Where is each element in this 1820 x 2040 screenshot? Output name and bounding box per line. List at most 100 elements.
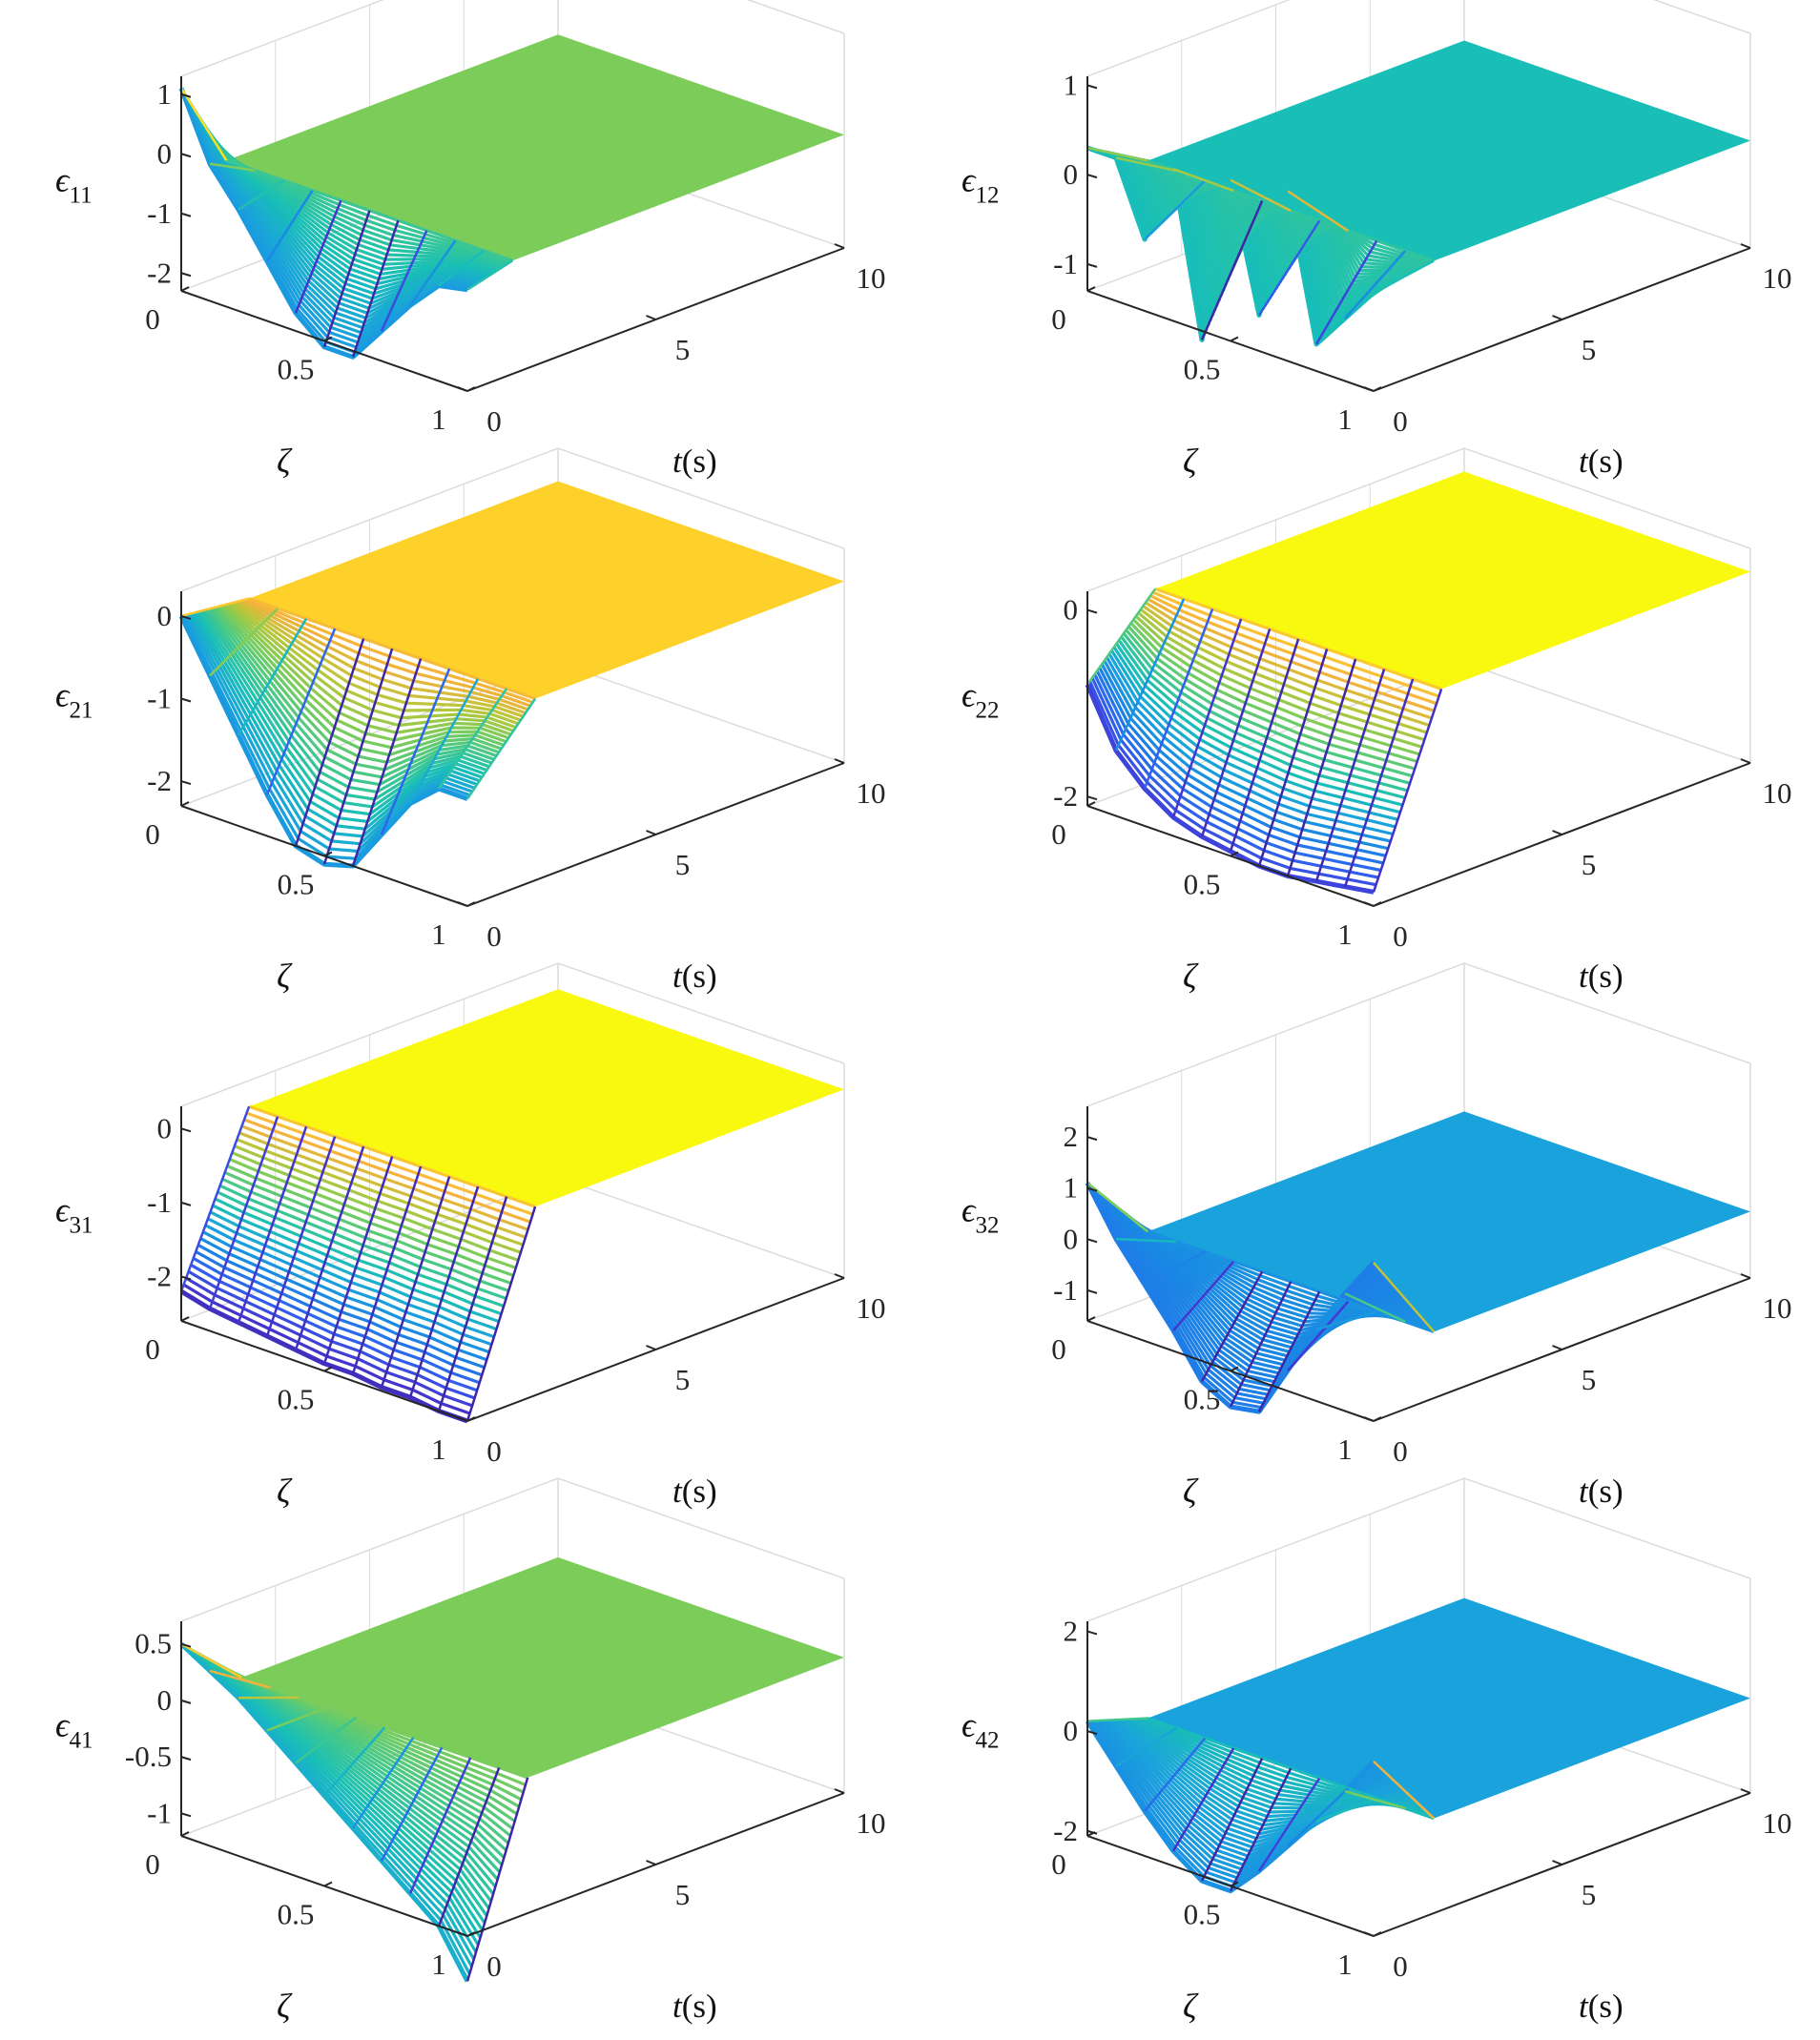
steady-state-surface xyxy=(1148,1597,1750,1819)
zeta-tick-label: 0 xyxy=(145,1332,160,1366)
surface-mesh-line xyxy=(1257,1777,1321,1872)
zeta-tick-label: 0.5 xyxy=(1184,353,1221,386)
z-axis-label: ϵ11 xyxy=(55,161,93,209)
surface-mesh-line xyxy=(238,179,285,211)
surface-mesh-line xyxy=(408,1185,480,1398)
z-tick-label: -2 xyxy=(1053,1814,1078,1847)
transient-surface xyxy=(179,1104,537,1424)
surface-mesh-line xyxy=(437,688,508,790)
surface-mesh-line xyxy=(1086,587,1157,686)
zeta-tick-label: 0 xyxy=(145,817,160,851)
zeta-axis-label: ζ xyxy=(277,1472,293,1510)
zeta-tick-label: 1 xyxy=(431,402,446,436)
z-axis-label: ϵ31 xyxy=(55,1191,93,1239)
z-axis-label: ϵ12 xyxy=(962,161,1000,209)
surface-mesh-line xyxy=(209,608,279,677)
surface-mesh-line xyxy=(265,1136,337,1337)
surface-mesh-line xyxy=(180,1642,242,1679)
surface-mesh-line xyxy=(438,249,486,287)
z-tick-label: -1 xyxy=(1053,247,1078,280)
zeta-axis-label: ζ xyxy=(1183,957,1199,995)
time-axis-label: t(s) xyxy=(672,958,717,995)
surface-mesh-line xyxy=(351,658,423,867)
z-tick-label: 0 xyxy=(157,1683,173,1717)
surface-trace xyxy=(248,597,536,701)
z-tick-label: 0.5 xyxy=(134,1627,172,1660)
surface-mesh-line xyxy=(1115,1237,1177,1244)
surface-mesh-line xyxy=(1373,1760,1436,1820)
surface-mesh-line xyxy=(1373,259,1435,294)
surface-mesh-line xyxy=(1200,628,1272,837)
surface-mesh-line xyxy=(1143,608,1214,790)
surface-mesh-line xyxy=(294,638,365,847)
surface-mesh-line xyxy=(380,230,428,332)
z-tick-label: 1 xyxy=(157,77,173,111)
surface-mesh-line xyxy=(1200,1758,1264,1882)
transient-surface xyxy=(1085,1182,1436,1414)
t-tick-label: 0 xyxy=(486,1949,502,1983)
surface-mesh-line xyxy=(1229,638,1300,852)
z-tick-label: -1 xyxy=(147,1185,172,1219)
zeta-tick-label: 1 xyxy=(1337,1947,1353,1981)
surface-mesh-line xyxy=(237,1125,308,1324)
surface-mesh-line xyxy=(209,1669,271,1689)
surface-mesh-line xyxy=(1315,1797,1377,1823)
t-tick-label: 5 xyxy=(675,1878,691,1911)
axes-lines xyxy=(1086,1621,1751,1937)
zeta-tick-label: 0 xyxy=(145,302,160,336)
surface-mesh-line xyxy=(1115,1727,1177,1767)
transient-surface xyxy=(178,597,537,869)
time-axis-label: t(s) xyxy=(1579,443,1624,480)
zeta-tick-label: 0 xyxy=(1051,302,1066,336)
surface-mesh-line xyxy=(1287,1787,1350,1847)
z-tick-label: -1 xyxy=(147,682,172,715)
axes-lines xyxy=(1086,591,1751,907)
zeta-tick-label: 1 xyxy=(431,1432,446,1466)
t-tick-label: 0 xyxy=(1393,919,1408,953)
t-tick-label: 10 xyxy=(1763,261,1792,295)
surface-mesh-line xyxy=(179,87,228,161)
surface-mesh-line xyxy=(1144,1250,1206,1287)
surface-mesh-line xyxy=(1172,1261,1235,1331)
zeta-tick-label: 0.5 xyxy=(1184,1898,1221,1931)
surface-mesh-line xyxy=(1343,678,1415,888)
t-tick-label: 0 xyxy=(1393,1949,1408,1983)
z-tick-label: 0 xyxy=(157,1111,173,1144)
steady-state-surface xyxy=(1148,1111,1750,1332)
surface-mesh-line xyxy=(437,1196,508,1412)
surface-mesh-line xyxy=(208,1116,279,1309)
zeta-axis-label: ζ xyxy=(277,957,293,995)
zeta-axis-label: ζ xyxy=(277,1987,293,2025)
surface-mesh-line xyxy=(351,1165,423,1374)
surface-mesh-line xyxy=(1229,1281,1293,1408)
surface-mesh-line xyxy=(380,1176,451,1389)
axes-lines xyxy=(180,591,845,907)
zeta-tick-label: 0 xyxy=(1051,817,1066,851)
surface-mesh-line xyxy=(322,1156,394,1365)
surface-mesh-line xyxy=(380,1746,444,1862)
steady-state-surface xyxy=(249,481,845,699)
z-tick-label: -1 xyxy=(147,196,172,230)
transient-surface xyxy=(1086,145,1435,347)
surface-mesh-line xyxy=(1286,658,1357,876)
surface-mesh-line xyxy=(466,259,514,291)
zeta-axis-label: ζ xyxy=(277,442,293,480)
surface-mesh-line xyxy=(294,1145,365,1350)
surface-mesh-line xyxy=(237,617,308,736)
t-tick-label: 5 xyxy=(1582,1878,1597,1911)
zeta-tick-label: 1 xyxy=(431,917,446,951)
z-tick-label: -2 xyxy=(147,764,172,797)
zeta-tick-label: 1 xyxy=(1337,402,1353,436)
z-tick-label: 1 xyxy=(1064,68,1079,101)
zeta-axis-label: ζ xyxy=(1183,1987,1199,2025)
zeta-tick-label: 0.5 xyxy=(278,1383,315,1416)
surface-mesh-line xyxy=(408,239,457,306)
surface-mesh-line xyxy=(408,1757,472,1894)
surface-trace xyxy=(178,614,468,869)
